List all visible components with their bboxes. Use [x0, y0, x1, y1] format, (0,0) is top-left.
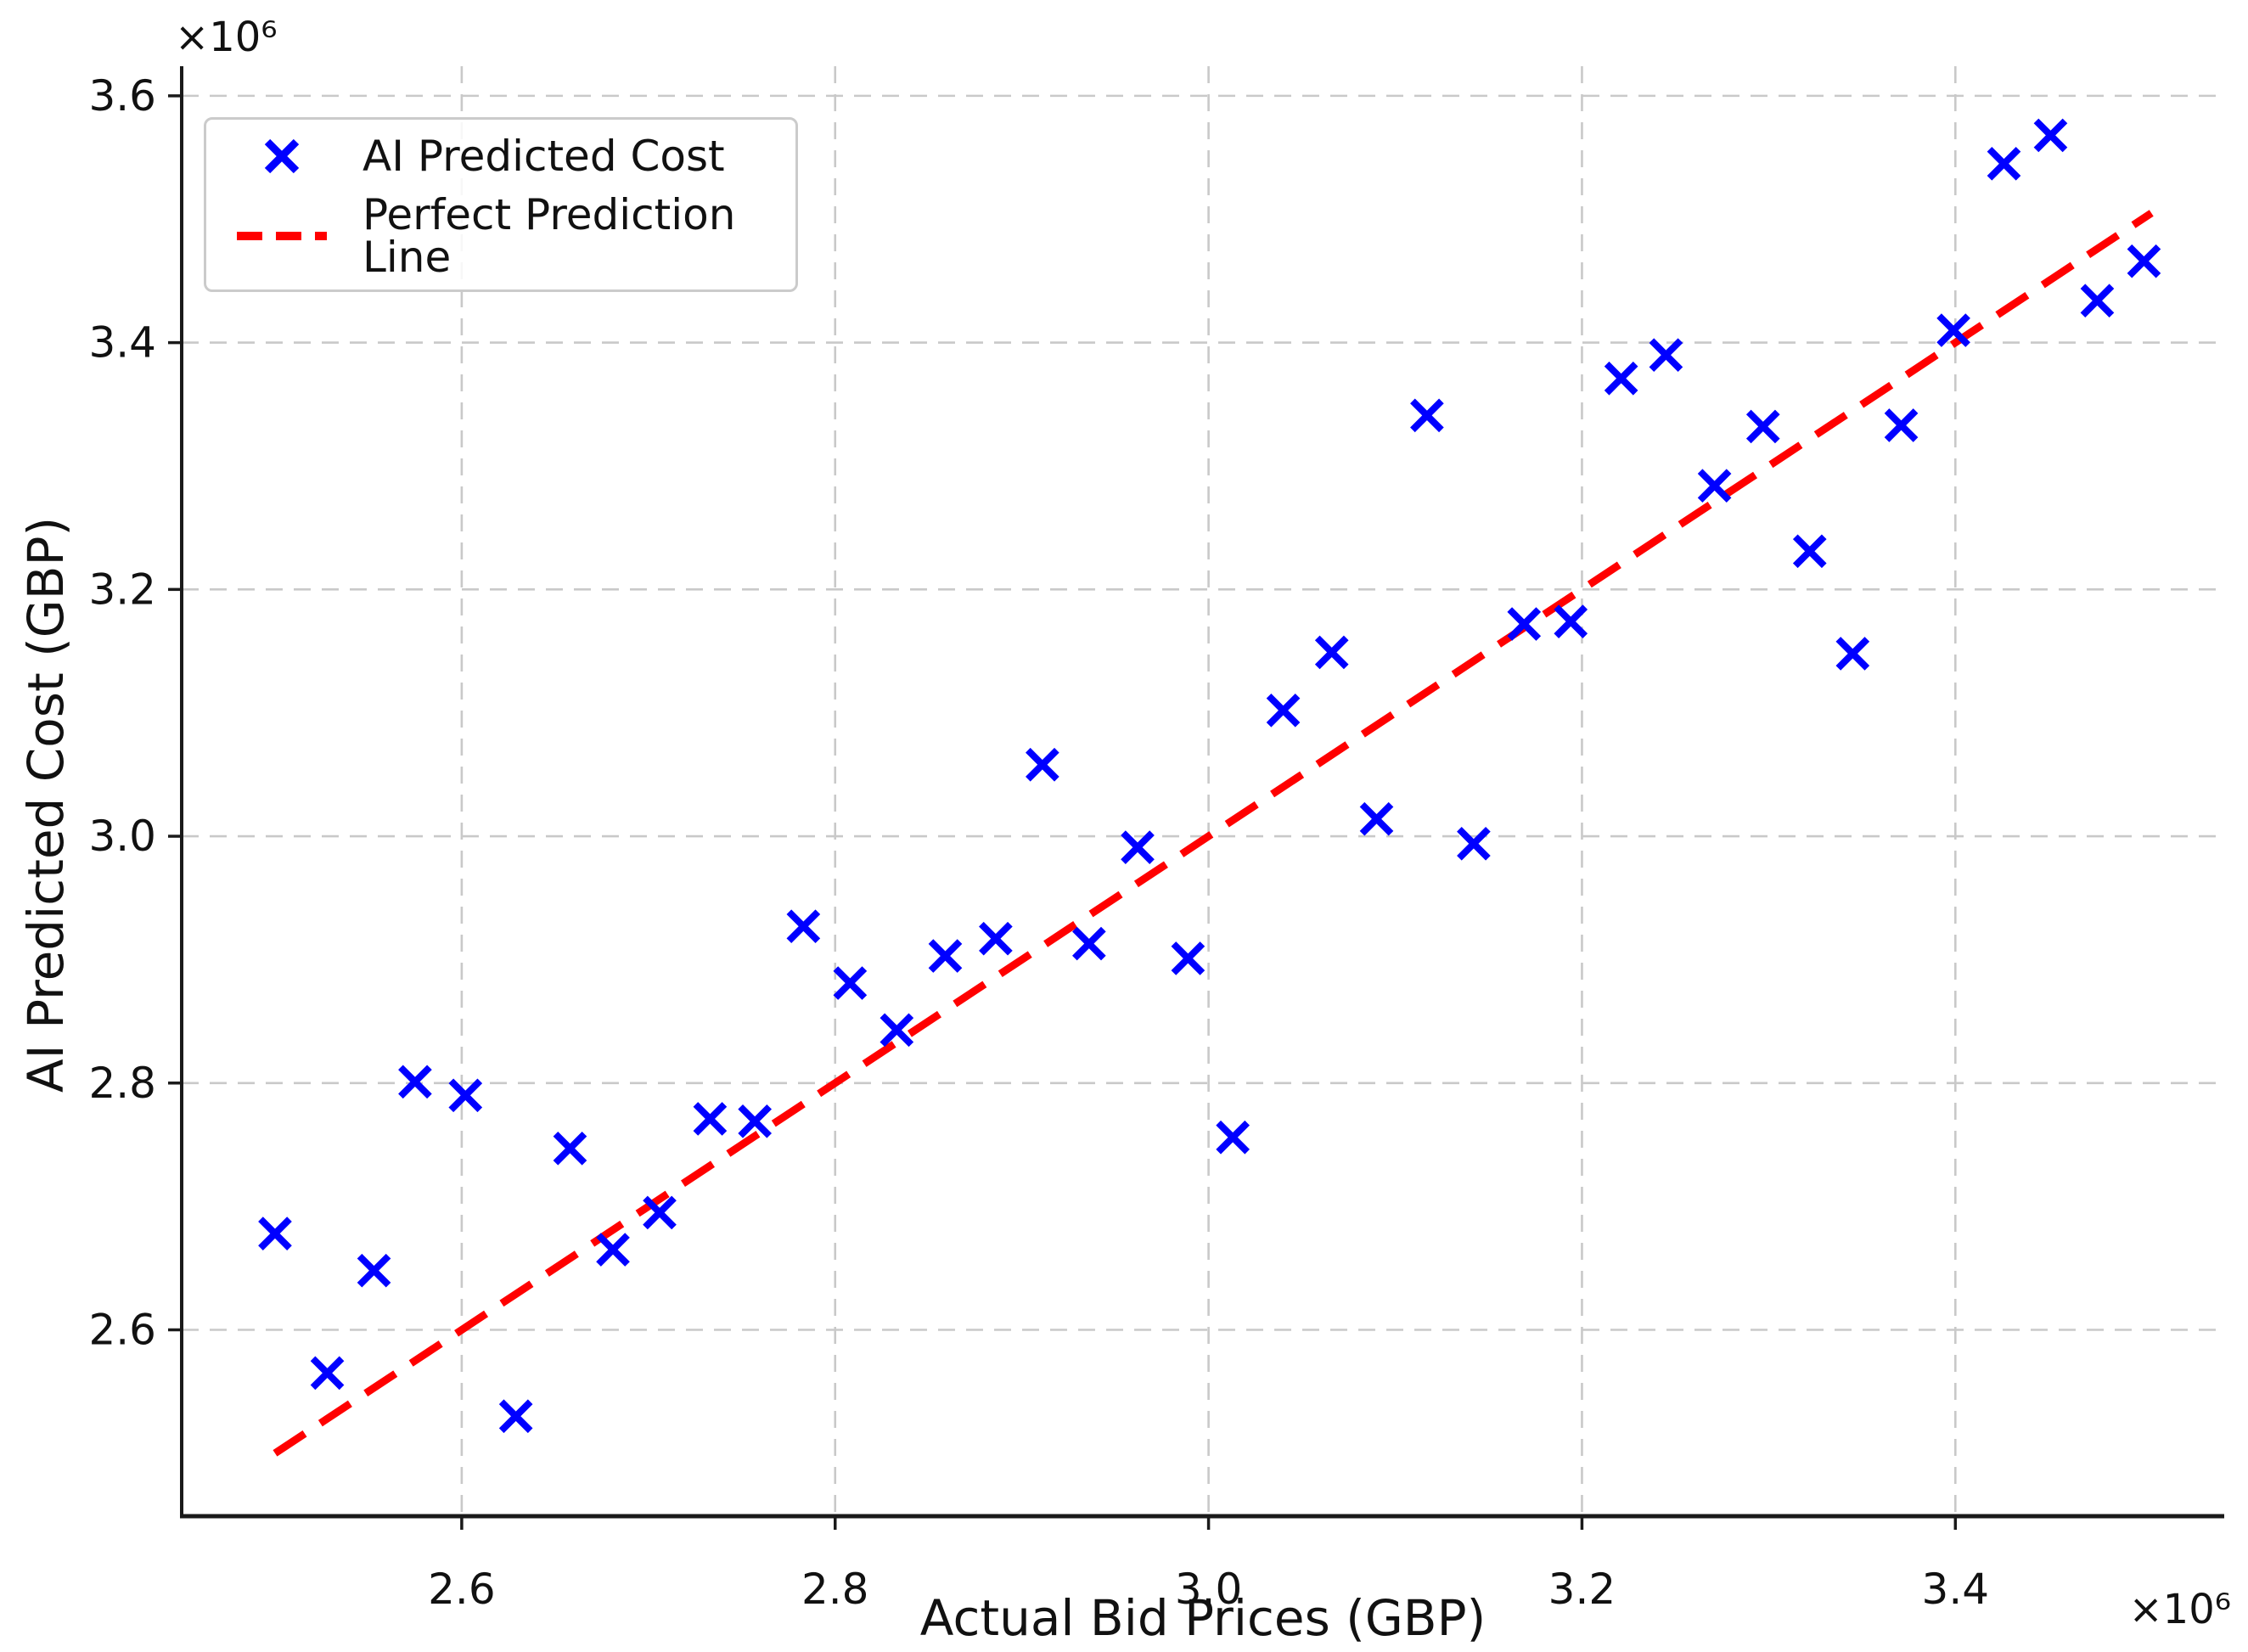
scatter-marker [398, 1065, 432, 1099]
legend-label-scatter: AI Predicted Cost [362, 132, 725, 182]
scatter-marker [2127, 244, 2161, 278]
x-axis-label: Actual Bid Prices (GBP) [919, 1589, 1486, 1647]
scatter-marker [1410, 398, 1444, 433]
legend-dashed-line-icon [237, 231, 327, 240]
scatter-marker [2033, 118, 2068, 153]
scatter-marker [1987, 147, 2021, 181]
scatter-marker [1507, 607, 1542, 641]
scatter-marker [1554, 604, 1588, 638]
scatter-marker [553, 1131, 587, 1166]
scatter-marker [596, 1233, 630, 1267]
scatter-marker [1314, 635, 1349, 670]
legend: AI Predicted Cost Perfect Prediction Lin… [204, 117, 798, 292]
x-axis-offset-text: ×10⁶ [2128, 1586, 2231, 1633]
y-axis-offset-text: ×10⁶ [175, 14, 278, 61]
x-tick-label: 2.8 [801, 1565, 869, 1614]
scatter-marker [1649, 338, 1683, 372]
scatter-marker [448, 1078, 483, 1113]
scatter-marker [1745, 409, 1780, 444]
scatter-marker [1884, 408, 1919, 442]
x-tick-label: 3.2 [1548, 1565, 1616, 1614]
y-tick-label: 3.2 [88, 565, 156, 614]
scatter-marker [643, 1195, 677, 1230]
y-tick-label: 2.8 [88, 1059, 156, 1108]
scatter-marker [1457, 826, 1491, 861]
x-tick-label: 3.4 [1922, 1565, 1990, 1614]
legend-label-line: Perfect Prediction Line [362, 189, 736, 282]
scatter-marker [258, 1217, 292, 1250]
scatter-marker [880, 1013, 914, 1048]
scatter-marker [310, 1356, 345, 1391]
scatter-marker [833, 966, 868, 1000]
scatter-marker [1359, 801, 1394, 836]
scatter-marker [979, 921, 1013, 956]
scatter-marker [1604, 361, 1638, 396]
legend-entry-scatter: AI Predicted Cost [235, 131, 795, 182]
scatter-marker [738, 1104, 773, 1138]
scatter-marker [1026, 747, 1059, 782]
scatter-marker [1792, 534, 1827, 569]
scatter-marker [1121, 830, 1155, 864]
y-tick-label: 3.4 [88, 318, 156, 368]
y-tick-label: 3.0 [88, 812, 156, 861]
scatter-marker [1835, 637, 1870, 671]
scatter-marker [1936, 313, 1970, 347]
x-tick-label: 3.0 [1175, 1565, 1243, 1614]
scatter-marker [357, 1253, 391, 1288]
scatter-marker [1171, 941, 1205, 975]
scatter-marker [1697, 469, 1732, 503]
scatter-marker [693, 1102, 728, 1136]
scatter-marker [498, 1399, 533, 1434]
x-tick-label: 2.6 [428, 1565, 496, 1614]
y-tick-label: 3.6 [88, 71, 156, 121]
scatter-marker [2080, 284, 2115, 318]
scatter-marker [1266, 693, 1301, 728]
legend-entry-line: Perfect Prediction Line [235, 194, 795, 278]
legend-x-marker-icon [264, 139, 300, 174]
scatter-marker [1216, 1120, 1250, 1155]
y-axis-label: AI Predicted Cost (GBP) [17, 516, 75, 1093]
perfect-prediction-line [273, 210, 2154, 1457]
scatter-marker [786, 909, 821, 943]
scatter-marker [1072, 926, 1106, 961]
scatter-marker [928, 939, 963, 973]
y-tick-label: 2.6 [88, 1306, 156, 1355]
